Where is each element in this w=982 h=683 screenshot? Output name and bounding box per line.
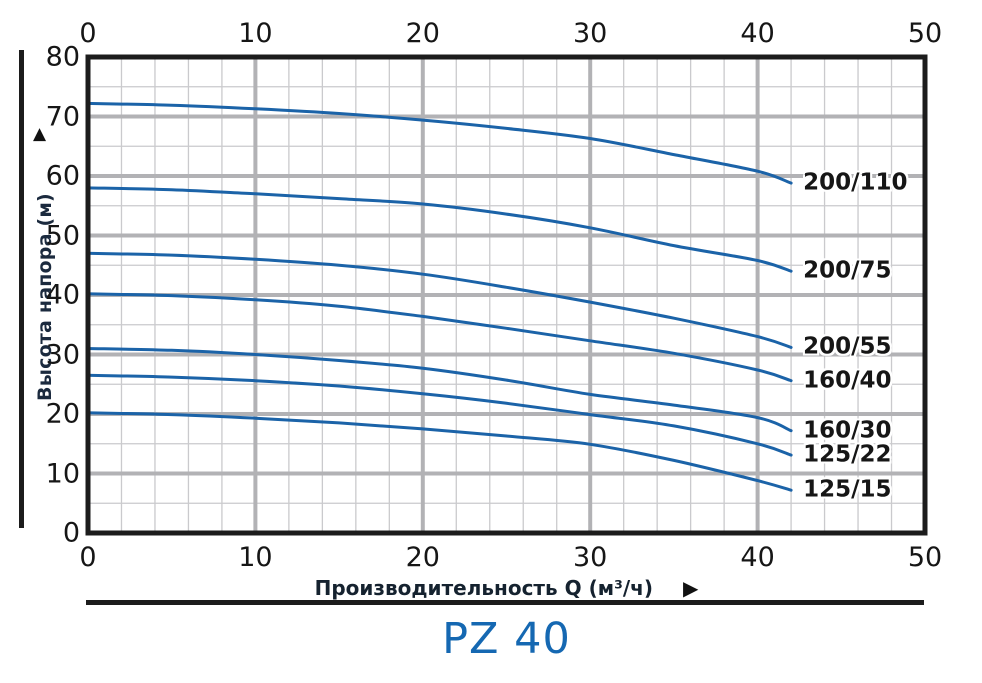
y-tick-label: 80 (45, 41, 80, 73)
y-axis-up-arrow-icon: ▲ (33, 124, 47, 144)
x-tick-label-bottom: 0 (79, 542, 97, 573)
curve-label-125-22: 125/22 (803, 441, 892, 468)
x-tick-label-top: 10 (238, 18, 273, 49)
y-tick-label: 0 (62, 517, 80, 549)
curve-label-200-55: 200/55 (803, 333, 892, 360)
pump-curve-160-40 (86, 292, 793, 383)
y-tick-label: 60 (45, 160, 80, 192)
curves-grid-svg (85, 54, 928, 536)
curve-label-125-15: 125/15 (803, 476, 892, 503)
pump-curve-125-22 (86, 373, 793, 457)
pump-curve-200-75 (86, 186, 793, 273)
left-border-bar (19, 50, 24, 528)
x-tick-label-top: 40 (740, 18, 775, 49)
separator-line (86, 600, 924, 605)
plot-area (85, 54, 928, 536)
pump-curve-200-110 (86, 101, 793, 185)
curve-label-160-30: 160/30 (803, 417, 892, 444)
x-axis-right-arrow-icon: ▶ (683, 576, 699, 600)
y-tick-label: 20 (45, 398, 80, 430)
x-tick-label-bottom: 10 (238, 542, 273, 573)
x-axis-title-row: Производительность Q (м³/ч) ▶ (88, 576, 925, 600)
plot-border (85, 54, 928, 536)
y-tick-label: 30 (45, 339, 80, 370)
pump-curve-200-55 (86, 251, 793, 349)
y-tick-label: 40 (45, 279, 80, 311)
y-tick-label: 10 (45, 458, 80, 489)
x-tick-label-bottom: 30 (573, 542, 608, 573)
curve-label-160-40: 160/40 (803, 367, 892, 394)
x-tick-label-top: 0 (79, 18, 97, 49)
x-axis-title: Производительность Q (м³/ч) (314, 576, 654, 600)
x-tick-label-top: 20 (405, 18, 440, 49)
chart-title: PZ 40 (442, 614, 571, 664)
pump-curve-160-30 (86, 347, 793, 433)
x-tick-label-top: 30 (573, 18, 608, 49)
x-tick-label-top: 50 (907, 18, 943, 49)
curve-label-200-110: 200/110 (803, 169, 908, 196)
y-tick-label: 50 (45, 220, 80, 251)
x-tick-label-bottom: 40 (740, 542, 775, 573)
pump-curve-125-15 (86, 411, 793, 492)
curve-label-200-75: 200/75 (803, 257, 892, 284)
x-tick-label-bottom: 50 (907, 542, 943, 573)
y-tick-label: 70 (45, 101, 80, 132)
x-tick-label-bottom: 20 (405, 542, 440, 573)
